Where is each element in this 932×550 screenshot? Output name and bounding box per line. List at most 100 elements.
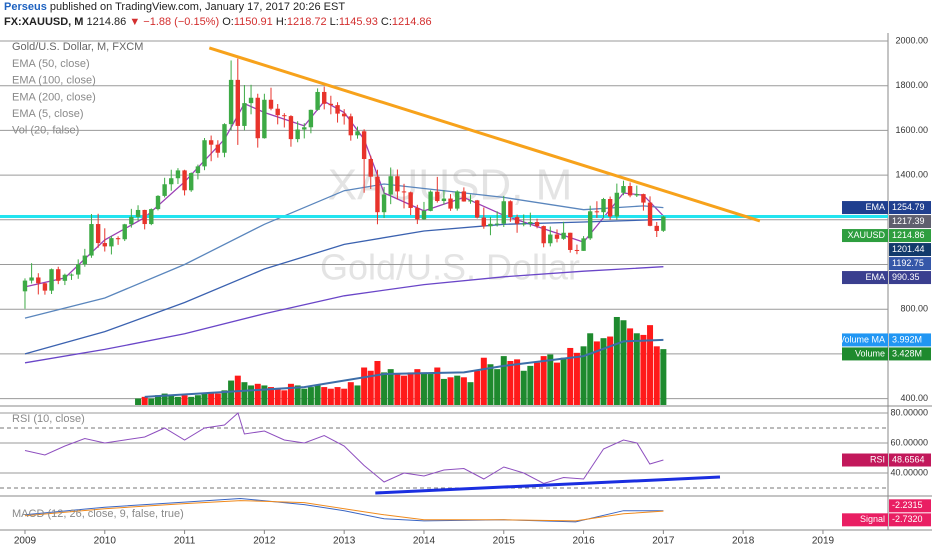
candle-body xyxy=(335,105,340,114)
volume-bar xyxy=(267,387,274,405)
volume-bar xyxy=(194,395,201,405)
candle-body xyxy=(561,232,566,239)
volume-bar xyxy=(553,362,560,405)
candle-body xyxy=(388,176,393,195)
price-badge-value: 1217.39 xyxy=(892,216,925,226)
candle-body xyxy=(315,91,320,110)
candle-body xyxy=(395,176,400,192)
pane-title: MACD (12, 26, close, 9, false, true) xyxy=(12,508,184,520)
candle-body xyxy=(647,202,653,226)
volume-bar xyxy=(261,385,268,405)
candle-body xyxy=(581,238,586,251)
candle-body xyxy=(322,91,327,104)
candle-body xyxy=(36,277,41,284)
price-badge-tag xyxy=(842,229,888,243)
x-tick-label: 2016 xyxy=(572,536,595,547)
rsi-badge-tag xyxy=(842,453,888,467)
x-tick-label: 2010 xyxy=(94,536,117,547)
price-badge xyxy=(889,229,931,243)
candle-body xyxy=(162,184,167,196)
volume-bar xyxy=(653,346,660,405)
o-key: O: xyxy=(222,16,234,28)
candle-body xyxy=(341,113,347,117)
candle-body xyxy=(308,109,314,128)
candle-body xyxy=(621,186,626,193)
volume-bar xyxy=(321,387,328,405)
author[interactable]: Perseus xyxy=(4,1,47,13)
candle-body xyxy=(461,191,467,202)
volume-bar xyxy=(567,347,574,405)
volume-bar xyxy=(527,365,534,405)
price-badge-tag-text: XAUUSD xyxy=(847,230,885,240)
volume-bar xyxy=(633,333,640,405)
pane-title: Gold/U.S. Dollar, M, FXCM xyxy=(12,41,143,53)
volume-bar xyxy=(301,388,308,405)
change: −1.88 (−0.15%) xyxy=(143,16,220,28)
volume-bar xyxy=(387,369,394,405)
volume-bar xyxy=(248,385,255,405)
ema-line xyxy=(24,266,664,364)
volume-bar xyxy=(474,370,481,405)
macd-badge-value: -2.2315 xyxy=(892,500,923,510)
l-key: L: xyxy=(329,16,339,28)
rsi-badge xyxy=(889,453,931,467)
volume-bar xyxy=(155,395,162,405)
volume-bar xyxy=(188,396,195,405)
candle-body xyxy=(514,217,520,224)
volume-bar xyxy=(221,390,228,405)
candle-body xyxy=(248,97,254,104)
candle-body xyxy=(368,159,373,177)
candle-body xyxy=(295,129,300,140)
price-badge-value: 1192.75 xyxy=(892,258,924,268)
candle-body xyxy=(468,200,473,202)
candle-body xyxy=(661,216,666,231)
candle-body xyxy=(641,194,646,203)
candle-body xyxy=(435,191,440,202)
volume-bar xyxy=(241,382,248,405)
price-badge xyxy=(889,215,931,229)
candle-body xyxy=(554,234,560,239)
volume-bar xyxy=(354,385,361,405)
volume-bar xyxy=(607,336,614,405)
volume-ma-badge xyxy=(889,333,931,347)
volume-bar xyxy=(587,333,594,405)
volume-bar xyxy=(467,382,474,405)
candle-body xyxy=(169,178,174,185)
pane-title: RSI (10, close) xyxy=(12,413,85,425)
volume-badge-tag xyxy=(842,347,888,361)
rsi-badge-value: 48.6564 xyxy=(892,454,925,464)
price-badge-tag-text: EMA xyxy=(865,272,885,282)
last: 1214.86 xyxy=(86,16,127,28)
volume-bar xyxy=(460,377,467,405)
candle-body xyxy=(534,222,540,227)
x-tick-label: 2015 xyxy=(493,536,516,547)
volume-bar xyxy=(401,375,408,405)
y-tick-label: 1400.00 xyxy=(895,169,928,179)
candle-body xyxy=(255,97,260,139)
volume-badge-value: 3.428M xyxy=(892,348,922,358)
x-tick-label: 2009 xyxy=(14,536,37,547)
candle-body xyxy=(381,194,387,213)
volume-bar xyxy=(281,390,288,405)
candle-body xyxy=(428,191,433,211)
candle-body xyxy=(361,131,367,160)
volume-bar xyxy=(613,316,620,405)
candle-body xyxy=(548,234,553,244)
y-tick-label: 1600.00 xyxy=(895,125,928,135)
header: Perseus published on TradingView.com, Ja… xyxy=(4,0,928,32)
candle-body xyxy=(129,216,134,225)
candle-body xyxy=(288,116,294,140)
candle-body xyxy=(481,217,487,227)
y-tick-label: 80.00000 xyxy=(890,407,928,417)
volume-bar xyxy=(341,388,348,405)
volume-bar xyxy=(520,370,527,405)
x-tick-label: 2017 xyxy=(652,536,675,547)
volume-bar xyxy=(440,378,447,405)
volume-bar xyxy=(447,377,454,405)
volume-bar xyxy=(620,320,627,405)
price-badge xyxy=(889,271,931,285)
candle-body xyxy=(282,115,287,117)
candle-body xyxy=(115,238,121,240)
candle-body xyxy=(62,274,68,281)
rsi-badge-tag-text: RSI xyxy=(870,454,885,464)
